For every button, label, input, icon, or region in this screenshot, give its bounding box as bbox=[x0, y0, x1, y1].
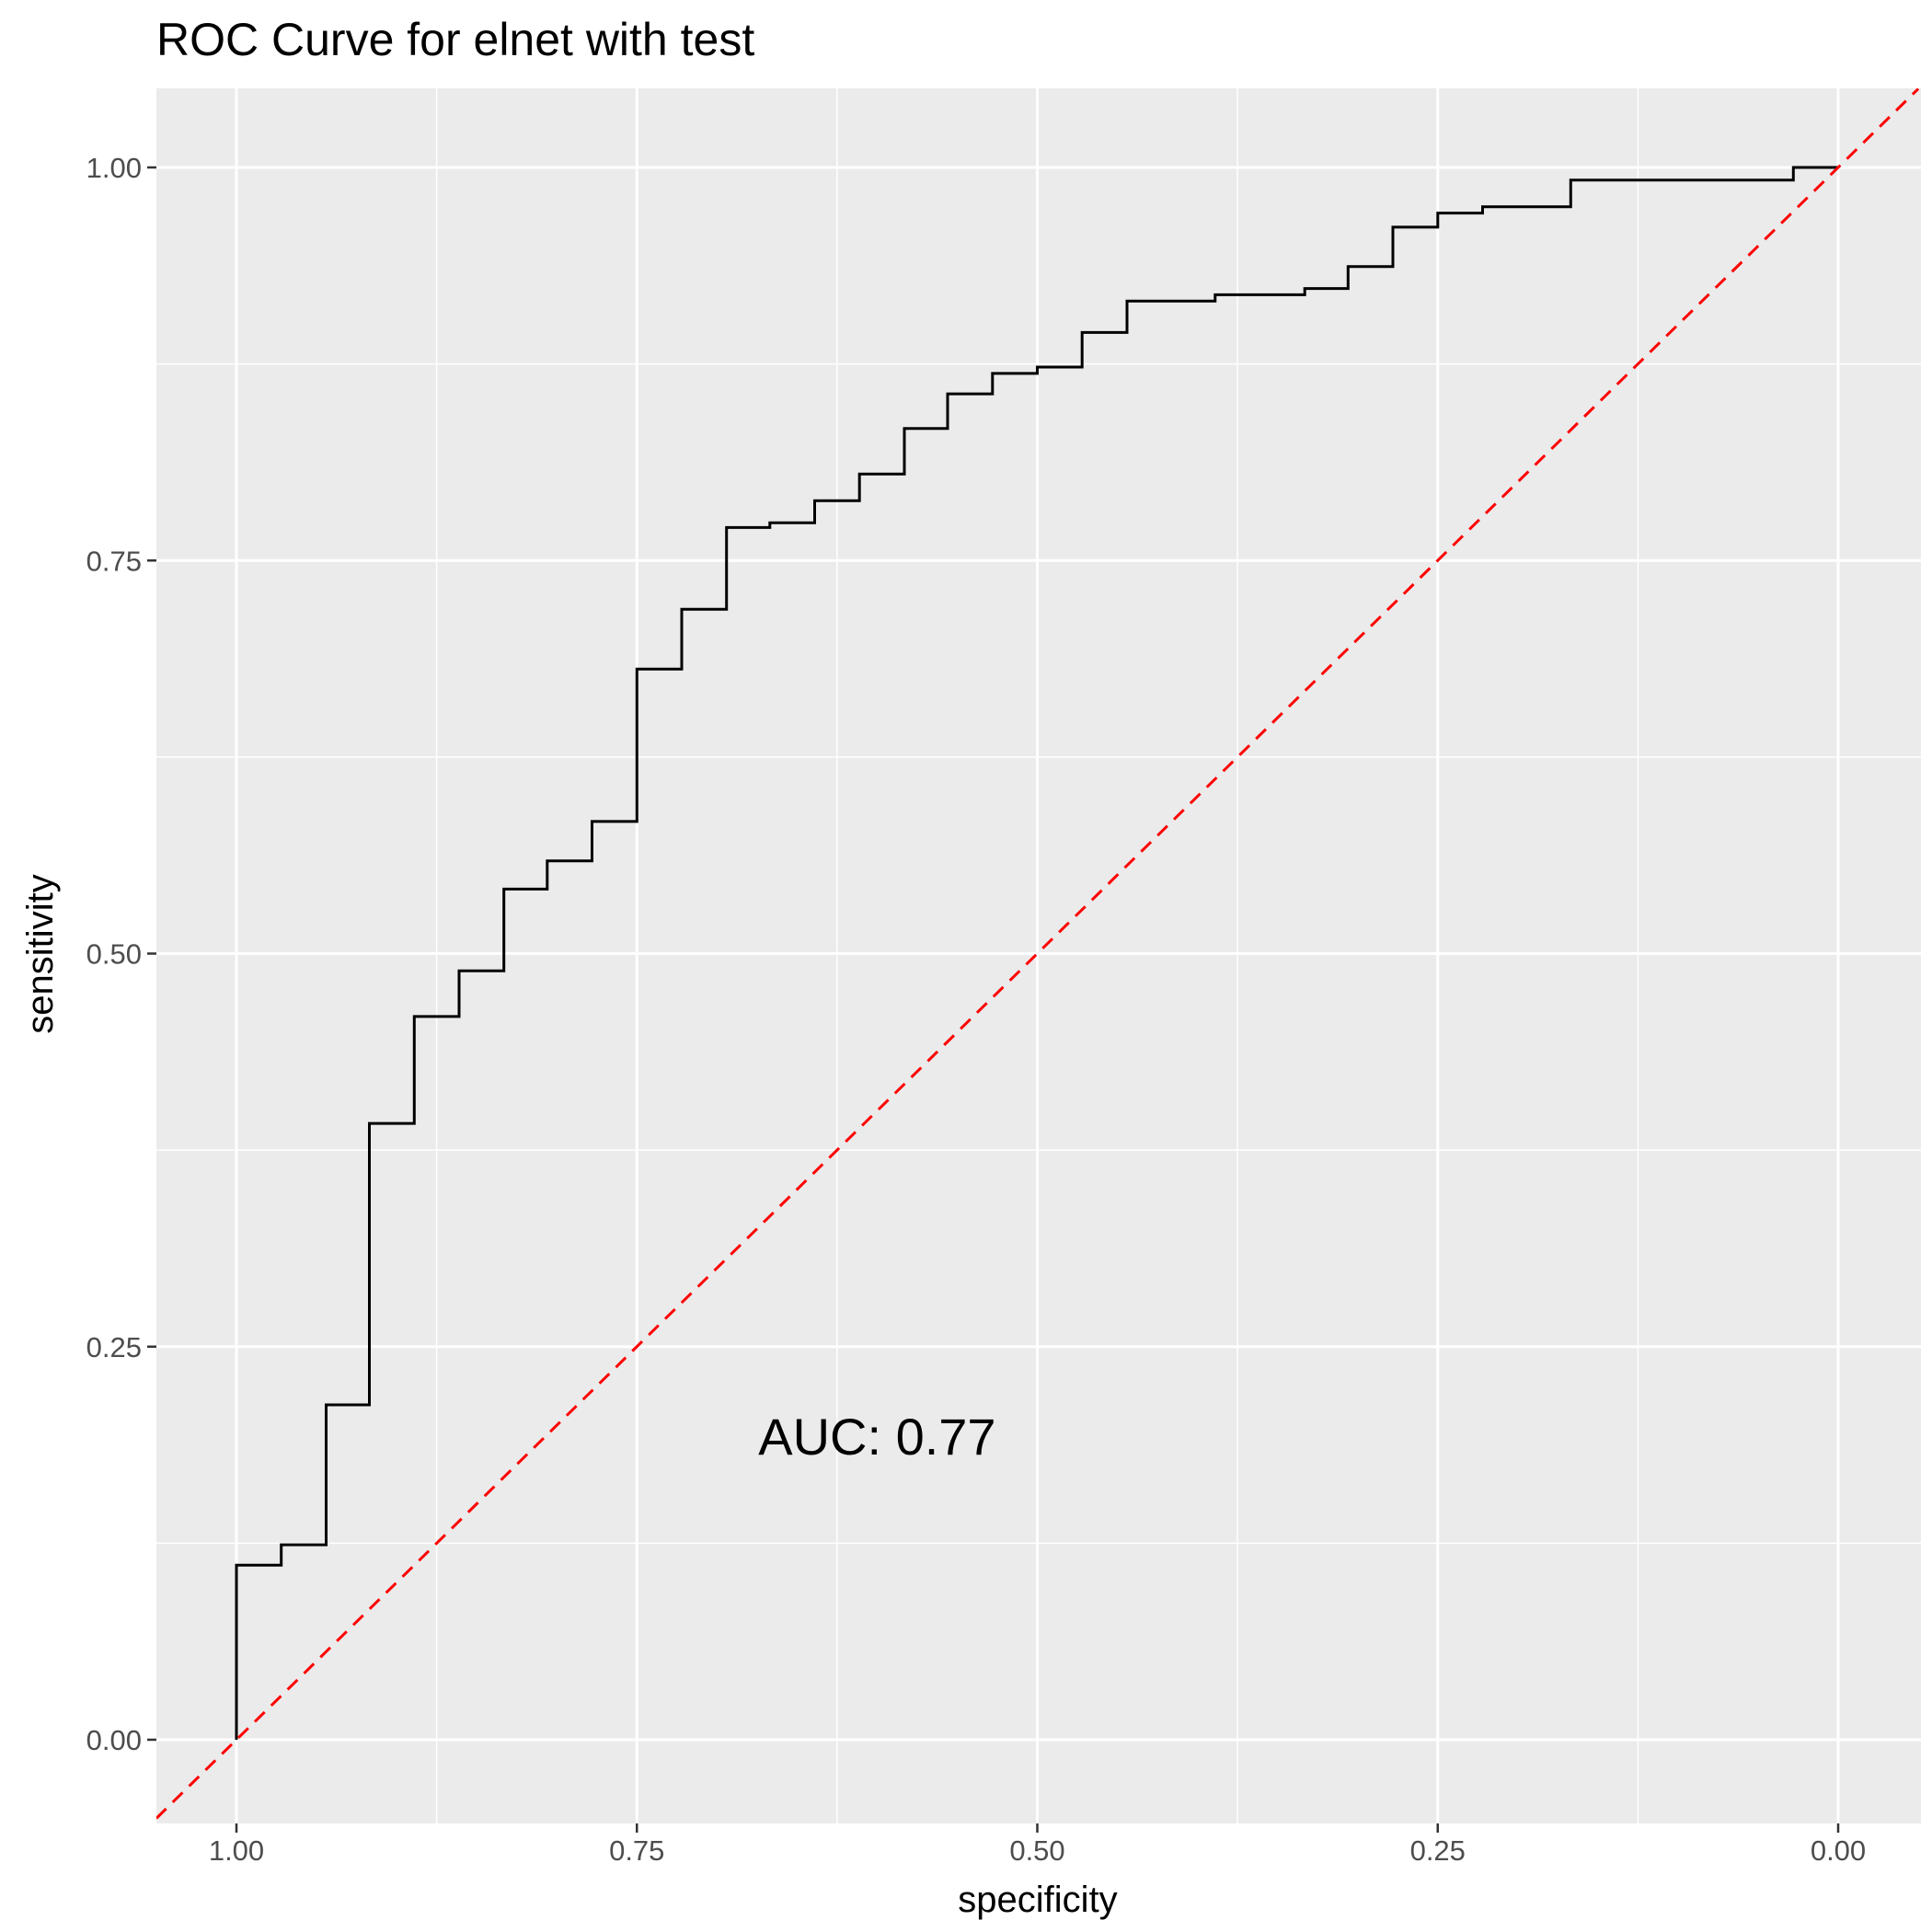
x-tick-label: 0.75 bbox=[609, 1834, 664, 1867]
x-axis: 1.00 0.75 0.50 0.25 0.00 bbox=[209, 1823, 1866, 1867]
roc-curve-line bbox=[235, 166, 1838, 1740]
x-tick-label: 0.25 bbox=[1410, 1834, 1466, 1867]
y-tick-label: 0.75 bbox=[86, 545, 142, 577]
chart-title: ROC Curve for elnet with test bbox=[156, 14, 754, 65]
major-gridlines bbox=[156, 88, 1921, 1823]
x-tick-label: 0.50 bbox=[1009, 1834, 1064, 1867]
y-tick-label: 0.25 bbox=[86, 1331, 142, 1363]
annotation-layer: AUC: 0.77 bbox=[758, 1408, 995, 1466]
y-tick-label: 1.00 bbox=[86, 152, 142, 184]
y-tick-label: 0.50 bbox=[86, 938, 142, 971]
x-tick-label: 0.00 bbox=[1811, 1834, 1866, 1867]
x-tick-label: 1.00 bbox=[209, 1834, 264, 1867]
auc-annotation: AUC: 0.77 bbox=[758, 1408, 995, 1466]
reference-diagonal-line bbox=[156, 88, 1920, 1820]
series-layer bbox=[156, 88, 1920, 1820]
y-axis-title: sensitivity bbox=[20, 874, 61, 1033]
x-axis-title: specificity bbox=[958, 1880, 1117, 1920]
y-tick-label: 0.00 bbox=[86, 1724, 142, 1756]
y-axis: 0.00 0.25 0.50 0.75 1.00 bbox=[86, 152, 156, 1756]
